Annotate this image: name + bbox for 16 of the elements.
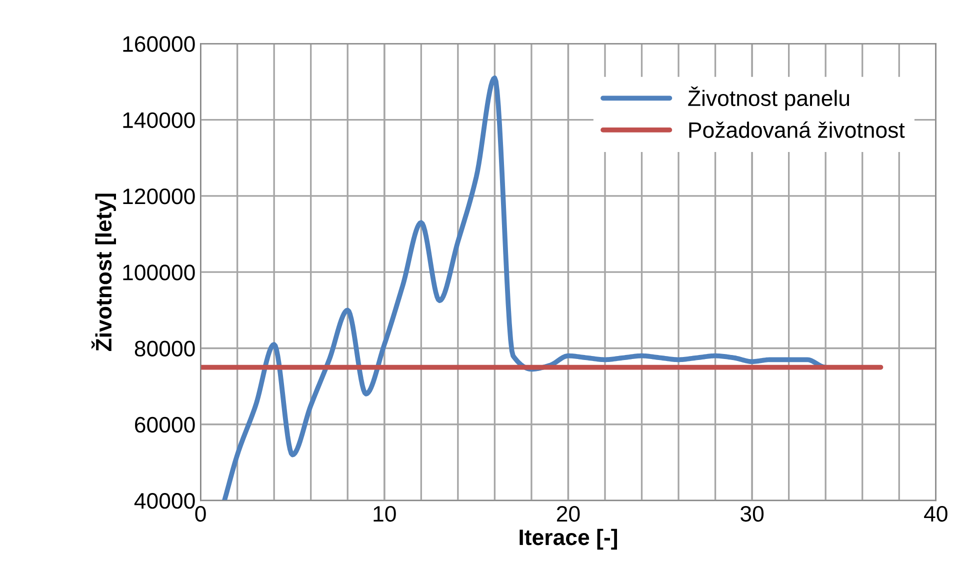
y-tick-label: 140000 <box>123 112 195 128</box>
y-tick-label: 120000 <box>123 188 195 204</box>
y-tick-label: 80000 <box>134 340 195 356</box>
x-tick-label: 0 <box>195 506 206 522</box>
x-axis-title: Iterace [-] <box>520 528 617 550</box>
y-tick-label: 40000 <box>134 493 195 509</box>
y-tick-label: 60000 <box>135 416 195 433</box>
y-axis-title: Životnost [lety] <box>91 194 116 352</box>
legend-label: Životnost panelu <box>688 86 850 111</box>
legend-label: Požadovaná životnost <box>689 121 905 138</box>
x-tick-label: 10 <box>374 506 396 522</box>
y-tick-label: 160000 <box>123 36 195 52</box>
x-tick-label: 30 <box>740 506 764 522</box>
y-tick-label: 100000 <box>123 264 195 280</box>
x-tick-label: 40 <box>924 506 948 522</box>
x-tick-label: 20 <box>556 506 580 522</box>
